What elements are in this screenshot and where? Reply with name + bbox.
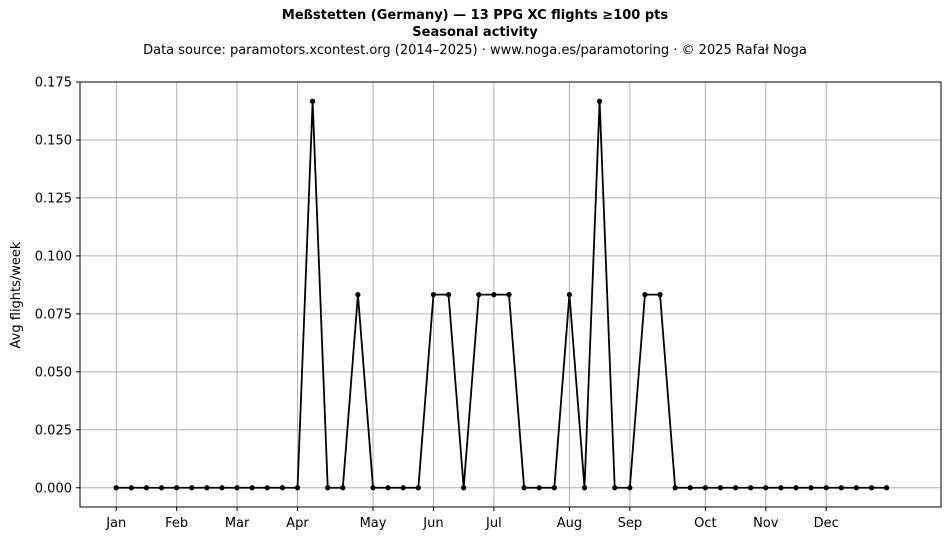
series-line bbox=[116, 100, 887, 489]
data-point-marker bbox=[279, 485, 286, 491]
data-point-marker bbox=[370, 485, 376, 491]
data-point-marker bbox=[204, 485, 210, 491]
data-point-marker bbox=[551, 485, 557, 491]
data-point-marker bbox=[823, 485, 829, 491]
data-point-marker bbox=[597, 98, 603, 104]
y-tick-label: 0.100 bbox=[35, 249, 72, 264]
x-tick-label: Mar bbox=[225, 516, 250, 531]
data-point-marker bbox=[234, 485, 240, 491]
data-point-marker bbox=[249, 485, 255, 491]
data-point-marker bbox=[672, 485, 678, 491]
data-point-marker bbox=[838, 485, 844, 491]
data-point-marker bbox=[642, 292, 648, 298]
y-tick-label: 0.125 bbox=[35, 191, 72, 206]
x-tick-label: Dec bbox=[814, 516, 839, 531]
data-point-marker bbox=[884, 485, 890, 491]
data-point-marker bbox=[778, 485, 784, 491]
data-point-marker bbox=[521, 485, 527, 491]
x-tick-label: Apr bbox=[286, 516, 309, 531]
data-point-marker bbox=[657, 292, 663, 298]
y-tick-label: 0.175 bbox=[35, 76, 72, 91]
data-point-marker bbox=[113, 485, 119, 491]
data-point-marker bbox=[581, 485, 588, 491]
data-point-marker bbox=[748, 485, 754, 491]
data-point-marker bbox=[310, 98, 316, 104]
data-point-marker bbox=[536, 485, 542, 491]
data-point-marker bbox=[793, 485, 799, 491]
data-point-marker bbox=[385, 485, 391, 491]
x-tick-label: Jun bbox=[422, 516, 443, 531]
x-tick-label: Feb bbox=[165, 516, 188, 531]
data-point-marker bbox=[128, 485, 134, 491]
axes-layer: Jan Feb Mar Apr May Jun Jul Aug Sep Oct Nov Dec 0.00… bbox=[35, 76, 942, 531]
x-tick-label: Jul bbox=[485, 516, 502, 531]
data-point-marker bbox=[174, 485, 180, 491]
data-point-marker bbox=[627, 485, 633, 491]
chart-title: Meßstetten (Germany) — 13 PPG XC flights… bbox=[281, 8, 669, 23]
data-point-marker bbox=[732, 485, 739, 491]
data-point-marker bbox=[264, 485, 270, 491]
y-tick-label: 0.050 bbox=[35, 365, 72, 380]
data-point-marker bbox=[445, 292, 452, 298]
y-tick-label: 0.000 bbox=[35, 481, 72, 496]
x-tick-label: Aug bbox=[557, 516, 582, 531]
data-point-marker bbox=[219, 485, 225, 491]
data-point-marker bbox=[294, 485, 301, 491]
y-tick-label: 0.150 bbox=[35, 133, 72, 148]
data-point-marker bbox=[506, 292, 512, 298]
axes-frame bbox=[79, 81, 942, 508]
data-point-marker bbox=[566, 292, 573, 298]
y-tick-label: 0.025 bbox=[35, 423, 72, 438]
data-point-marker bbox=[325, 485, 331, 491]
y-axis-label: Avg flights/week bbox=[9, 241, 24, 348]
data-point-marker bbox=[400, 485, 406, 491]
data-point-marker bbox=[717, 485, 724, 491]
data-point-marker bbox=[461, 485, 467, 491]
data-point-marker bbox=[868, 485, 875, 491]
x-tick-label: Oct bbox=[694, 516, 716, 531]
data-point-marker bbox=[355, 292, 361, 298]
series-layer bbox=[113, 98, 890, 491]
data-point-marker bbox=[430, 292, 437, 298]
data-point-marker bbox=[476, 292, 482, 298]
data-point-marker bbox=[158, 485, 165, 491]
data-point-marker bbox=[143, 485, 150, 491]
data-point-marker bbox=[702, 485, 708, 491]
x-tick-label: Nov bbox=[753, 516, 779, 531]
data-point-marker bbox=[687, 485, 693, 491]
x-tick-label: Sep bbox=[618, 516, 643, 531]
data-point-marker bbox=[853, 485, 860, 491]
chart-subtitle: Seasonal activity bbox=[412, 25, 538, 40]
data-point-marker bbox=[612, 485, 618, 491]
data-point-marker bbox=[415, 485, 421, 491]
data-point-marker bbox=[340, 485, 346, 491]
data-point-marker bbox=[763, 485, 769, 491]
y-tick-label: 0.075 bbox=[35, 307, 72, 322]
x-tick-label: May bbox=[360, 516, 387, 531]
chart-source-note: Data source: paramotors.xcontest.org (20… bbox=[143, 43, 807, 58]
data-point-marker bbox=[189, 485, 195, 491]
x-tick-label: Jan bbox=[105, 516, 126, 531]
data-point-marker bbox=[808, 485, 814, 491]
data-point-marker bbox=[491, 292, 497, 298]
